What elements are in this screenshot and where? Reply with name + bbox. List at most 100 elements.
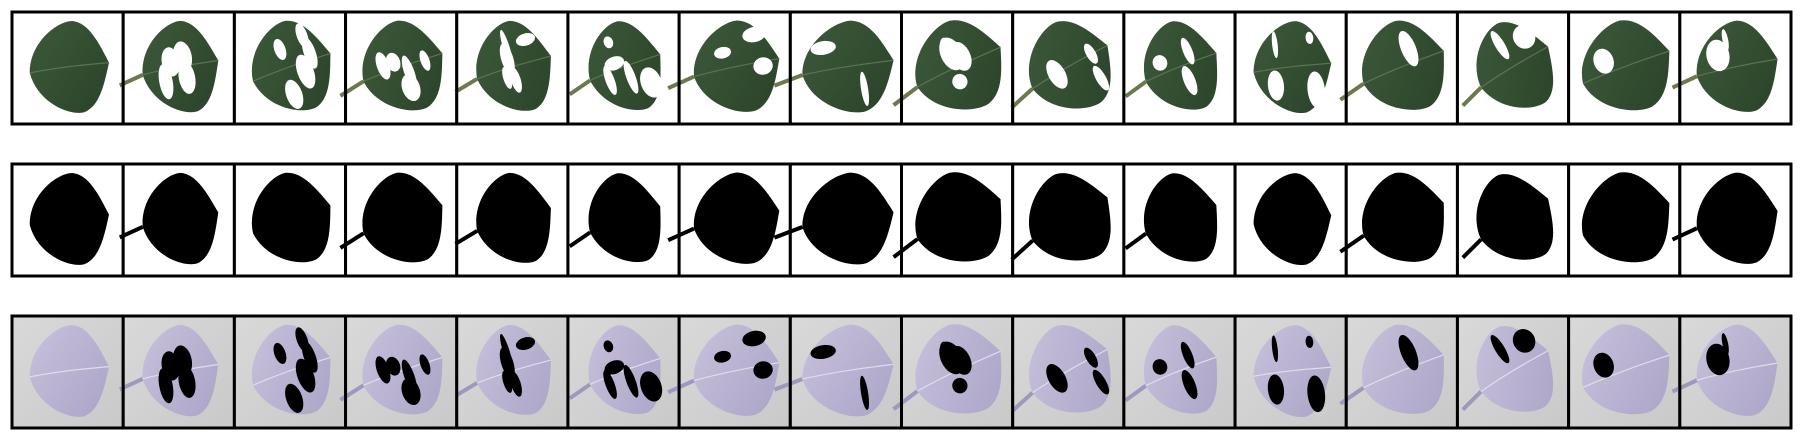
- leaf-vein: [476, 55, 552, 80]
- leaf-hole: [285, 79, 304, 109]
- leaf-hole: [1398, 30, 1419, 67]
- leaf: [1253, 21, 1332, 114]
- leaf-panel: [566, 314, 681, 430]
- leaf-blade: [588, 173, 661, 263]
- leaf-blade: [1362, 172, 1444, 262]
- leaf-hole: [753, 57, 773, 75]
- leaf-panel: [119, 10, 236, 126]
- leaf-panel: [1233, 162, 1348, 278]
- leaf-blade: [1581, 172, 1670, 263]
- leaf-stem: [1339, 386, 1365, 406]
- leaf-stem: [1010, 391, 1034, 414]
- leaf-blade: [1028, 173, 1111, 261]
- leaf-stem: [454, 229, 479, 246]
- leaf-hole: [1512, 329, 1536, 353]
- leaf-blade: [1581, 20, 1670, 111]
- leaf: [454, 20, 552, 111]
- leaf-hole: [1271, 335, 1279, 363]
- leaf-hole: [515, 337, 536, 351]
- leaf-hole: [742, 330, 766, 347]
- leaf-vein: [693, 362, 780, 382]
- leaf-blade: [29, 172, 110, 265]
- leaf-stem: [773, 377, 804, 392]
- leaf-stem: [1461, 390, 1483, 412]
- leaf: [667, 324, 780, 416]
- leaf-hole: [1152, 359, 1168, 375]
- leaf-hole: [753, 361, 773, 379]
- leaf-panel: [1339, 162, 1459, 278]
- leaf-hole: [603, 369, 617, 399]
- leaf: [773, 324, 894, 417]
- leaf-stem: [1339, 82, 1365, 102]
- leaf-panel: [10, 314, 125, 430]
- leaf-stem: [568, 230, 592, 249]
- leaf: [1671, 172, 1778, 264]
- leaf-hole: [419, 354, 431, 375]
- leaf-blade: [1362, 324, 1444, 414]
- leaf-hole: [1267, 374, 1285, 405]
- leaf-hole: [158, 368, 174, 404]
- leaf-hole: [1152, 55, 1168, 71]
- leaf: [1581, 20, 1670, 111]
- leaf: [1461, 22, 1554, 108]
- leaf: [773, 172, 894, 265]
- leaf-hole: [375, 52, 391, 80]
- leaf-stem: [1124, 232, 1147, 251]
- leaf-stem: [892, 237, 919, 259]
- leaf-vein: [1032, 44, 1108, 90]
- leaf: [339, 20, 443, 111]
- leaf-stem: [1671, 226, 1698, 242]
- leaf-blade: [251, 172, 331, 263]
- leaf-stem: [1339, 234, 1365, 254]
- leaf: [29, 172, 110, 265]
- leaf-panel: [773, 10, 903, 126]
- leaf-hole: [500, 333, 513, 371]
- leaf-panel: [10, 10, 125, 126]
- leaf-hole: [515, 33, 536, 47]
- leaf-panel: [1567, 10, 1682, 126]
- leaf: [1461, 174, 1554, 260]
- leaf-vein: [1032, 348, 1108, 394]
- leaf-panel: [339, 10, 459, 126]
- leaf-blade: [1362, 20, 1444, 110]
- leaf: [251, 20, 331, 111]
- leaf-hole: [158, 64, 174, 100]
- leaf-vein: [1145, 356, 1217, 387]
- leaf: [568, 21, 663, 111]
- leaf-hole: [810, 344, 836, 360]
- leaf-panel: [1567, 314, 1682, 430]
- leaf-hole: [623, 60, 639, 94]
- leaf-blade: [1144, 21, 1218, 110]
- leaf-hole: [1593, 48, 1614, 74]
- leaf-hole: [1307, 71, 1326, 109]
- leaf-stem: [1671, 378, 1698, 394]
- leaf-stem: [667, 378, 695, 395]
- leaf-hole: [1398, 334, 1419, 371]
- leaf-vein: [476, 359, 552, 384]
- leaf: [454, 324, 552, 415]
- leaf-hole: [273, 38, 287, 60]
- leaf: [251, 172, 331, 263]
- leaf-stem: [568, 78, 592, 97]
- leaf-stem: [1010, 87, 1034, 110]
- leaf-vein: [252, 52, 331, 82]
- leaf: [251, 324, 331, 415]
- leaf-stem: [1010, 239, 1034, 262]
- panel-border: [1678, 10, 1793, 126]
- leaf-hole: [640, 371, 663, 402]
- leaf-stem: [454, 381, 479, 398]
- leaf-blade: [1144, 173, 1218, 262]
- leaf-vein: [1363, 50, 1444, 85]
- panel-border: [1678, 314, 1793, 430]
- leaf-panel: [1233, 10, 1348, 126]
- leaf-hole: [714, 46, 731, 59]
- leaf-hole: [603, 340, 614, 353]
- leaf: [1339, 172, 1444, 262]
- leaf: [119, 20, 219, 113]
- leaf-hole: [178, 61, 196, 94]
- leaf-hole: [1305, 31, 1314, 44]
- leaf-panel: [892, 314, 1015, 430]
- leaf-hole: [385, 52, 401, 72]
- leaf-hole: [1706, 39, 1730, 72]
